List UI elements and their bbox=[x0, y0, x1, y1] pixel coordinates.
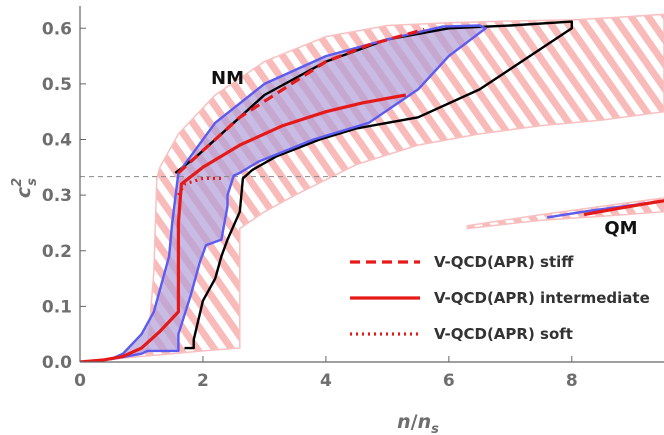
y-tick-label: 0.6 bbox=[42, 19, 72, 39]
y-ticks: 0.0 0.1 0.2 0.3 0.4 0.5 0.6 bbox=[42, 19, 86, 373]
legend-label: V-QCD(APR) stiff bbox=[434, 253, 574, 271]
region-labels: NM QM bbox=[211, 68, 638, 239]
legend: V-QCD(APR) stiff V-QCD(APR) intermediate V… bbox=[350, 253, 650, 343]
series-qm-red bbox=[583, 199, 664, 217]
region-label-nm: NM bbox=[211, 68, 244, 89]
legend-label: V-QCD(APR) soft bbox=[434, 325, 573, 343]
x-tick-label: 0 bbox=[74, 371, 86, 391]
blue-envelope-fill bbox=[110, 25, 486, 360]
x-tick-label: 4 bbox=[320, 371, 332, 391]
y-tick-label: 0.2 bbox=[42, 242, 72, 262]
y-axis-title: c2s bbox=[10, 178, 40, 198]
axes: 0 2 4 6 8 0.0 0.1 0.2 0.3 0.4 0.5 0.6 bbox=[42, 6, 664, 391]
plot-area bbox=[80, 13, 664, 362]
series-v-qcd-apr-soft bbox=[176, 176, 222, 196]
bands-group bbox=[80, 13, 664, 362]
series-group bbox=[80, 20, 664, 362]
series-v-qcd-apr-stiff bbox=[177, 27, 425, 175]
y-tick-label: 0.5 bbox=[42, 75, 72, 95]
series-blue-envelope bbox=[110, 24, 487, 361]
x-tick-label: 8 bbox=[566, 371, 578, 391]
y-tick-label: 0.3 bbox=[42, 186, 72, 206]
x-ticks: 0 2 4 6 8 bbox=[74, 356, 578, 391]
pink-hatched-QM-band bbox=[466, 197, 664, 230]
legend-label: V-QCD(APR) intermediate bbox=[434, 289, 650, 307]
x-tick-label: 2 bbox=[197, 371, 209, 391]
series-v-qcd-apr-intermediate bbox=[80, 93, 407, 362]
y-tick-label: 0.1 bbox=[42, 297, 72, 317]
y-tick-label: 0.4 bbox=[42, 131, 72, 151]
region-label-qm: QM bbox=[604, 218, 637, 239]
x-tick-label: 6 bbox=[443, 371, 455, 391]
x-axis-title: n/ns bbox=[397, 411, 439, 435]
y-tick-label: 0.0 bbox=[42, 353, 72, 373]
pink-hatched-NM-band bbox=[80, 13, 664, 362]
fills-group bbox=[110, 25, 486, 360]
